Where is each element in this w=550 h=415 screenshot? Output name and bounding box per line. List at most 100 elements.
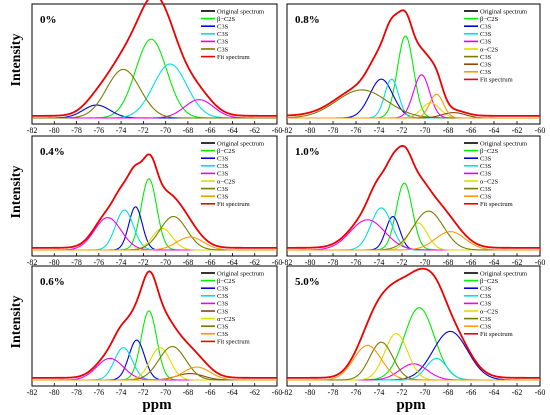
x-tick-label: -72 (397, 126, 408, 135)
x-tick-label: -82 (282, 258, 293, 267)
series-line (32, 38, 277, 119)
legend-entry: Original spectrum (480, 270, 527, 277)
series-line (286, 9, 540, 117)
legend-entry: C3S (217, 46, 229, 53)
x-tick-label: -72 (138, 126, 149, 135)
series-line (287, 78, 540, 119)
x-tick-label: -68 (183, 388, 194, 397)
series-line (32, 270, 277, 379)
x-tick-label: -74 (374, 388, 385, 397)
x-tick-label: -66 (205, 258, 216, 267)
spectrum-panel: -82 -80 -78 -76 -74 -72 -70 -68 -66 -64 -62 -60 5.0%… (282, 265, 545, 397)
x-tick-label: -82 (27, 126, 38, 135)
panel-label: 0.8% (295, 14, 320, 26)
plot-frame (31, 265, 278, 387)
legend-entry: C3S (480, 39, 492, 46)
series-line (287, 307, 540, 381)
x-axis-label-right: ppm (396, 397, 426, 413)
series-line (287, 219, 540, 251)
x-tick-label: -76 (351, 388, 362, 397)
x-axis-label-left: ppm (142, 397, 172, 413)
x-tick-label: -70 (420, 388, 431, 397)
series-line (287, 216, 540, 251)
plot-frame (286, 265, 541, 387)
legend-entry: C3S (480, 186, 492, 193)
x-tick-label: -80 (305, 388, 316, 397)
x-tick-label: -62 (249, 388, 260, 397)
legend-entry: C3S (217, 31, 229, 38)
legend-entry: Fit spectrum (480, 201, 513, 208)
legend-entry: C3S (217, 308, 229, 315)
panel-label: 0% (40, 14, 57, 26)
x-tick-label: -66 (466, 258, 477, 267)
x-tick-label: -70 (420, 258, 431, 267)
plot-frame (286, 135, 541, 257)
x-tick-label: -82 (282, 126, 293, 135)
series-line (32, 366, 277, 381)
x-tick-label: -78 (328, 126, 339, 135)
x-tick-label: -64 (489, 258, 500, 267)
series-line (287, 333, 540, 381)
series-line (287, 231, 540, 251)
legend-entry: Original spectrum (480, 140, 527, 147)
series-line (32, 339, 277, 381)
legend-entry: α−C2S (480, 46, 499, 53)
panels: -82 -80 -78 -76 -74 -72 -70 -68 -66 -64 -62 -60 0% Or… (27, 0, 545, 397)
legend-entry: C3S (480, 324, 492, 331)
panel-label: 5.0% (295, 276, 320, 288)
x-tick-label: -76 (93, 258, 104, 267)
x-tick-label: -80 (49, 258, 60, 267)
x-tick-label: -78 (71, 258, 82, 267)
series-line (287, 145, 540, 249)
legend-entry: α−C2S (217, 178, 236, 185)
legend-entry: C3S (480, 62, 492, 69)
legend-entry: β−C2S (480, 148, 499, 155)
x-tick-label: -80 (305, 258, 316, 267)
legend-entry: C3S (480, 316, 492, 323)
legend-entry: C3S (217, 156, 229, 163)
legend-entry: C3S (480, 31, 492, 38)
series-line (287, 344, 540, 381)
y-axis-label-bottom: Intensity (9, 296, 24, 349)
x-tick-label: -80 (49, 126, 60, 135)
legend-entry: Original spectrum (217, 140, 264, 147)
x-tick-label: -82 (27, 258, 38, 267)
series-line (287, 78, 540, 119)
legend-entry: C3S (217, 301, 229, 308)
x-tick-label: -60 (272, 126, 283, 135)
x-tick-label: -78 (328, 388, 339, 397)
x-tick-label: -72 (397, 258, 408, 267)
legend-entry: Original spectrum (480, 8, 527, 15)
x-tick-label: -66 (466, 126, 477, 135)
x-tick-label: -82 (27, 388, 38, 397)
x-tick-label: -82 (282, 388, 293, 397)
x-tick-label: -76 (93, 126, 104, 135)
legend-entry: C3S (480, 286, 492, 293)
legend-entry: C3S (480, 293, 492, 300)
legend-entry: β−C2S (217, 278, 236, 285)
legend-entry: C3S (217, 194, 229, 201)
panel-label: 1.0% (295, 146, 320, 158)
legend-entry: Original spectrum (217, 8, 264, 15)
series-line (287, 93, 540, 119)
x-tick-label: -70 (420, 126, 431, 135)
legend-entry: C3S (480, 171, 492, 178)
x-tick-label: -64 (489, 126, 500, 135)
plot-frame (31, 135, 278, 257)
x-tick-label: -66 (466, 388, 477, 397)
legend-entry: C3S (217, 39, 229, 46)
legend-entry: β−C2S (480, 16, 499, 23)
x-tick-label: -62 (512, 388, 523, 397)
spectrum-panel: -82 -80 -78 -76 -74 -72 -70 -68 -66 -64 -62 -60 0.6%… (27, 265, 283, 397)
x-tick-label: -60 (272, 388, 283, 397)
legend-entry: β−C2S (217, 16, 236, 23)
y-axis-label-middle: Intensity (9, 166, 24, 219)
legend-entry: β−C2S (217, 148, 236, 155)
legend-entry: α−C2S (217, 316, 236, 323)
legend-entry: C3S (217, 293, 229, 300)
x-tick-label: -72 (138, 258, 149, 267)
x-tick-label: -76 (351, 126, 362, 135)
x-tick-label: -68 (443, 388, 454, 397)
series-line (287, 182, 540, 251)
